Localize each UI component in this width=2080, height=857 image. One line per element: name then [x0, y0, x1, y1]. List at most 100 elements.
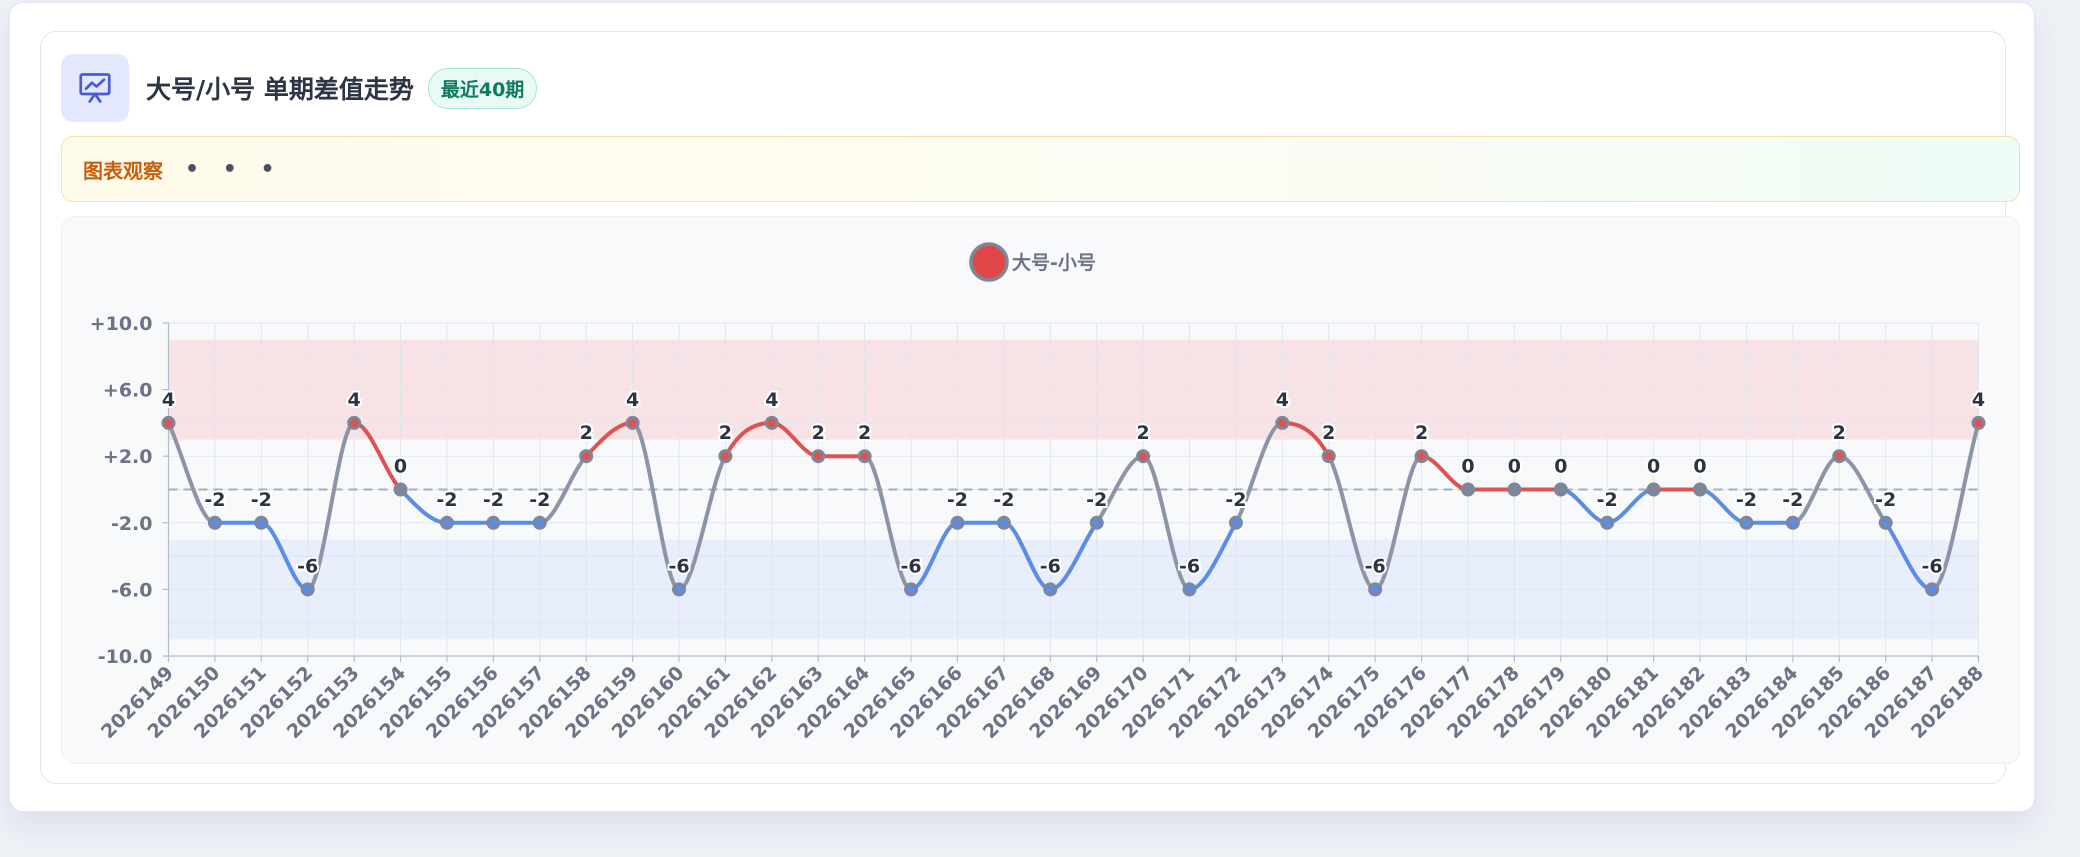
data-point [857, 449, 872, 464]
data-point [254, 515, 269, 530]
page-frame: 大号/小号 单期差值走势 最近40期 图表观察 • • • +10.0 +6.0 +… [9, 2, 2035, 812]
data-point [1136, 449, 1151, 464]
data-label: -2 [529, 489, 550, 511]
data-point [439, 515, 454, 530]
observation-text: • • • [185, 156, 283, 182]
data-label: -2 [251, 489, 272, 511]
data-label: -6 [1040, 555, 1061, 577]
data-point [1414, 449, 1429, 464]
data-label: 0 [1554, 456, 1567, 478]
data-point [1878, 515, 1893, 530]
data-label: -6 [1179, 555, 1200, 577]
data-point [300, 582, 315, 597]
data-label: 2 [1322, 422, 1335, 444]
data-point [1739, 515, 1754, 530]
presentation-chart-icon [61, 54, 129, 122]
data-label: -2 [947, 489, 968, 511]
data-label: -2 [1736, 489, 1757, 511]
chart-container: +10.0 +6.0 +2.0 -2.0 -6.0 -10.0 2026149 2026150… [61, 216, 2020, 764]
data-label: 0 [1508, 456, 1521, 478]
data-point [625, 415, 640, 430]
data-label: -6 [297, 555, 318, 577]
observation-label: 图表观察 [83, 158, 163, 183]
data-point [486, 515, 501, 530]
data-point [1646, 482, 1661, 497]
data-label: 0 [1461, 456, 1474, 478]
data-point [1971, 415, 1986, 430]
data-point [532, 515, 547, 530]
data-point [672, 582, 687, 597]
series-segment [630, 420, 682, 592]
data-label: 2 [1833, 422, 1846, 444]
y-tick-label: +2.0 [103, 446, 153, 468]
series-segment [1373, 454, 1424, 592]
data-point [950, 515, 965, 530]
data-point [1321, 449, 1336, 464]
data-point [996, 515, 1011, 530]
data-point [1275, 415, 1290, 430]
y-tick-label: -10.0 [98, 646, 153, 668]
data-label: 4 [162, 389, 175, 411]
data-point [1182, 582, 1197, 597]
data-point [579, 449, 594, 464]
data-label: 2 [1415, 422, 1428, 444]
data-point [1043, 582, 1058, 597]
data-label: 2 [719, 422, 732, 444]
data-label: 2 [858, 422, 871, 444]
difference-line-chart: +10.0+6.0+2.0-2.0-6.0-10.020261492026150… [90, 242, 1988, 743]
data-point [764, 415, 779, 430]
data-label: -2 [1782, 489, 1803, 511]
data-point [1460, 482, 1475, 497]
y-tick-label: -2.0 [111, 513, 153, 535]
data-label: 4 [765, 389, 778, 411]
legend: 大号-小号 [969, 242, 1096, 282]
data-point [207, 515, 222, 530]
data-point [1832, 449, 1847, 464]
data-point [347, 415, 362, 430]
data-point [1600, 515, 1615, 530]
data-point [1553, 482, 1568, 497]
data-point [393, 482, 408, 497]
series-segment [305, 420, 357, 592]
data-label: 0 [1693, 456, 1706, 478]
data-point [1925, 582, 1940, 597]
series-segment [862, 454, 914, 592]
data-label: 4 [348, 389, 361, 411]
observation-bar: 图表观察 • • • [61, 136, 2020, 202]
series-segment [1930, 420, 1981, 592]
y-tick-label: +10.0 [90, 313, 153, 335]
data-point [1693, 482, 1708, 497]
data-label: 2 [580, 422, 593, 444]
legend-label: 大号-小号 [1012, 251, 1096, 274]
data-label: -2 [1225, 489, 1246, 511]
data-point [718, 449, 733, 464]
data-label: 4 [1972, 389, 1985, 411]
data-point [1507, 482, 1522, 497]
data-label: -2 [483, 489, 504, 511]
card-header: 大号/小号 单期差值走势 最近40期 [61, 54, 538, 122]
data-label: 4 [1276, 389, 1289, 411]
data-point [904, 582, 919, 597]
data-label: 2 [1136, 422, 1149, 444]
data-point [1368, 582, 1383, 597]
data-label: -2 [204, 489, 225, 511]
data-point [1228, 515, 1243, 530]
data-label: 4 [626, 389, 639, 411]
legend-marker [969, 242, 1009, 282]
trend-card: 大号/小号 单期差值走势 最近40期 图表观察 • • • +10.0 +6.0 +… [40, 31, 2020, 784]
card-title: 大号/小号 单期差值走势 [146, 75, 414, 104]
data-label: -2 [1086, 489, 1107, 511]
data-label: -2 [436, 489, 457, 511]
data-label: -2 [1875, 489, 1896, 511]
data-label: -6 [901, 555, 922, 577]
data-label: -6 [1922, 555, 1943, 577]
data-label: 2 [812, 422, 825, 444]
data-label: -2 [1597, 489, 1618, 511]
data-label: -2 [993, 489, 1014, 511]
period-badge: 最近40期 [427, 67, 538, 109]
data-point [161, 415, 176, 430]
data-label: -6 [1365, 555, 1386, 577]
series-segment [1141, 454, 1192, 592]
data-point [1089, 515, 1104, 530]
y-tick-label: -6.0 [111, 579, 153, 601]
